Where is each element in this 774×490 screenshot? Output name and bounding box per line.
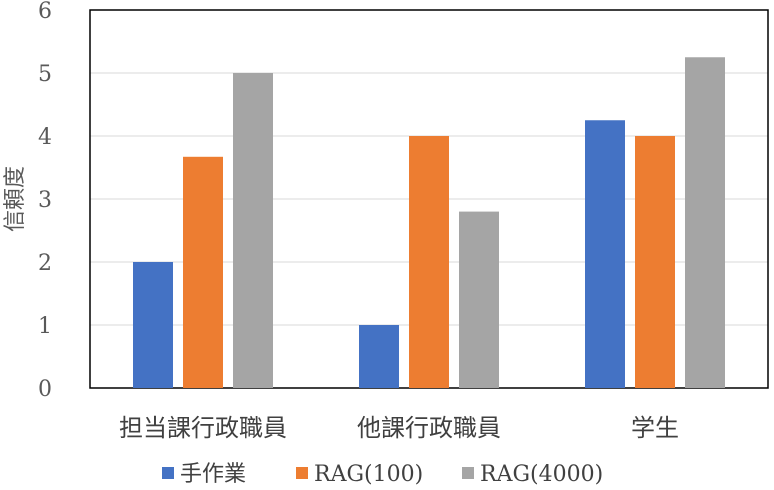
bar-1-1 (133, 262, 173, 388)
legend: 手作業 RAG(100) RAG(4000) (162, 462, 603, 487)
legend-label: 手作業 (180, 462, 246, 487)
y-tick-label: 6 (38, 0, 52, 24)
legend-swatch (296, 467, 308, 479)
y-tick-label: 1 (38, 314, 52, 339)
legend-swatch (162, 467, 174, 479)
y-tick-label: 5 (38, 62, 52, 87)
y-tick-label: 0 (38, 377, 52, 402)
y-tick-label: 4 (38, 125, 52, 150)
legend-swatch (462, 467, 474, 479)
category-label: 学生 (631, 414, 679, 442)
bar-3-1 (233, 73, 273, 388)
category-labels: 担当課行政職員 他課行政職員 学生 (119, 414, 679, 442)
y-tick-label: 2 (38, 251, 52, 276)
bar-1-3 (585, 120, 625, 388)
y-axis-label: 信頼度 (3, 166, 28, 232)
bar-3-3 (685, 57, 725, 388)
legend-label: RAG(4000) (480, 462, 603, 487)
y-axis-ticks: 0 1 2 3 4 5 6 (38, 0, 52, 402)
bar-2-2 (409, 136, 449, 388)
category-label: 他課行政職員 (357, 414, 501, 442)
bar-3-2 (459, 211, 499, 388)
category-label: 担当課行政職員 (119, 414, 287, 442)
bar-1-2 (359, 325, 399, 388)
y-tick-label: 3 (38, 188, 52, 213)
legend-label: RAG(100) (314, 462, 423, 487)
bar-2-1 (183, 156, 223, 388)
bar-2-3 (635, 136, 675, 388)
bars (133, 57, 725, 388)
